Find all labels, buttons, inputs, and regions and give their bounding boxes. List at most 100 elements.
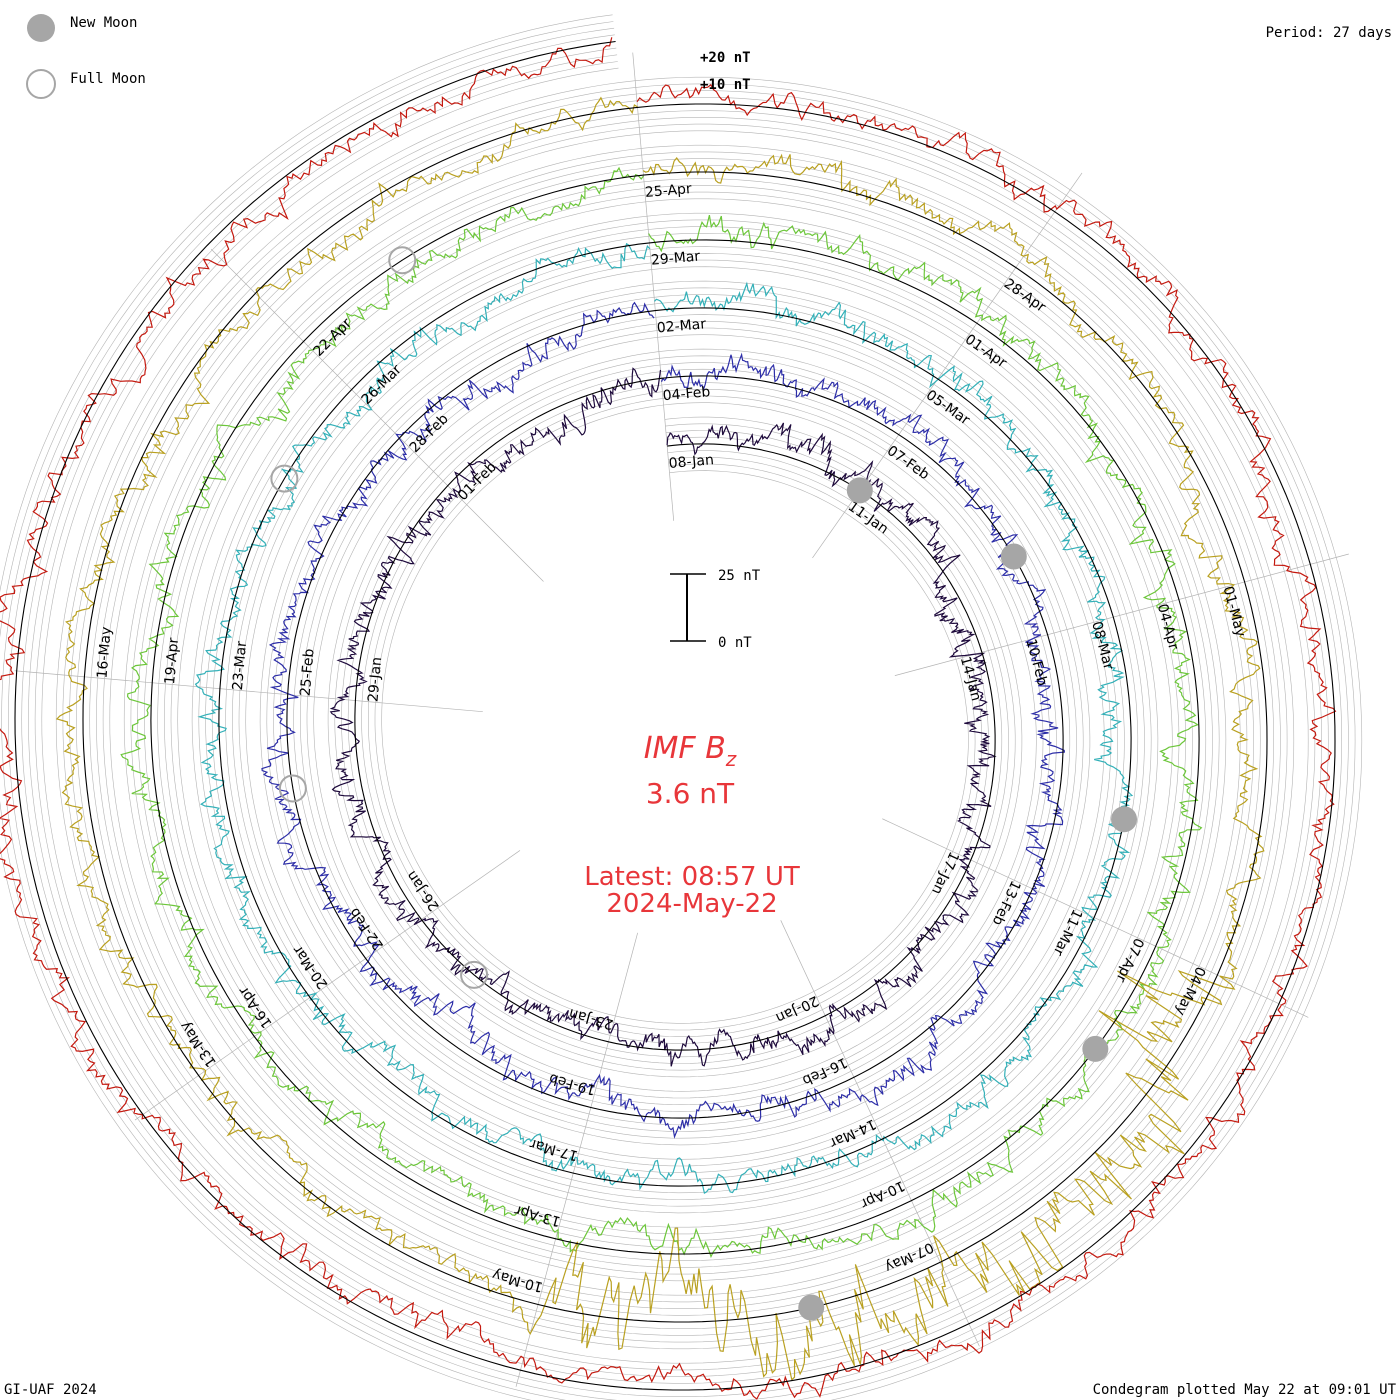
date-label: 25-Feb bbox=[298, 648, 318, 697]
date-label-text: 16-May bbox=[94, 626, 114, 679]
bz-trace-rot2 bbox=[261, 301, 1066, 1139]
scale-tick-20nt: +20 nT bbox=[700, 50, 751, 66]
date-label: 07-Apr bbox=[1112, 935, 1146, 984]
date-spoke bbox=[780, 920, 980, 1347]
new-moon-legend-icon bbox=[27, 14, 55, 42]
date-label-text: 29-Mar bbox=[650, 248, 701, 268]
date-spokes bbox=[14, 52, 1349, 1387]
bz-trace-rot6 bbox=[0, 37, 1337, 1400]
date-label: 16-May bbox=[94, 626, 114, 679]
date-label-text: 02-Mar bbox=[656, 316, 707, 336]
date-label-text: 29-Jan bbox=[365, 656, 385, 702]
latest-date: 2024-May-22 bbox=[606, 889, 777, 919]
date-label: 19-Apr bbox=[162, 637, 182, 685]
date-label: 04-Apr bbox=[1154, 602, 1182, 652]
full-moon-legend-label: Full Moon bbox=[70, 71, 146, 87]
full-moon-marker bbox=[460, 960, 489, 989]
date-label: 02-Mar bbox=[656, 316, 707, 336]
scale-bar: 25 nT 0 nT bbox=[670, 568, 761, 651]
latest-time: Latest: 08:57 UT bbox=[584, 862, 800, 892]
bz-trace-rot5 bbox=[55, 96, 1265, 1381]
date-label-text: 13-May bbox=[177, 1018, 220, 1070]
chart-title-subscript: z bbox=[725, 747, 737, 771]
date-label: 13-Apr bbox=[513, 1202, 563, 1230]
date-label-text: 04-Feb bbox=[662, 384, 711, 404]
date-spoke bbox=[134, 850, 521, 1121]
date-label: 13-Feb bbox=[989, 878, 1024, 928]
date-label-text: 17-Mar bbox=[528, 1135, 580, 1163]
date-label: 10-Feb bbox=[1022, 637, 1050, 687]
grid-spiral-m3 bbox=[34, 61, 1316, 1371]
grid-spiral-p1 bbox=[7, 34, 1343, 1397]
date-label: 13-May bbox=[177, 1018, 220, 1070]
date-label-text: 10-May bbox=[491, 1266, 545, 1295]
date-label-text: 13-Feb bbox=[989, 878, 1024, 928]
full-moon-marker bbox=[270, 464, 299, 493]
date-label-text: 25-Feb bbox=[298, 648, 318, 697]
bz-series-layer bbox=[0, 37, 1337, 1400]
full-moon-marker bbox=[388, 246, 417, 275]
date-label-text: 05-Mar bbox=[923, 387, 973, 429]
date-spoke bbox=[515, 932, 638, 1387]
new-moon-marker bbox=[1000, 543, 1027, 570]
date-label: 25-Apr bbox=[644, 181, 692, 201]
date-label-text: 01-May bbox=[1220, 585, 1249, 639]
moon-phase-layer bbox=[270, 246, 1138, 1321]
new-moon-marker bbox=[1082, 1035, 1109, 1062]
new-moon-marker bbox=[846, 477, 873, 504]
full-moon-legend-icon bbox=[26, 69, 56, 99]
date-label: 20-Mar bbox=[290, 942, 332, 992]
footer-plot-time: Condegram plotted May 22 at 09:01 UT bbox=[1093, 1382, 1397, 1398]
full-moon-marker bbox=[278, 774, 307, 803]
date-label: 29-Mar bbox=[650, 248, 701, 268]
date-label-text: 08-Jan bbox=[668, 452, 714, 472]
date-label: 08-Mar bbox=[1088, 620, 1116, 672]
date-label-text: 08-Mar bbox=[1088, 620, 1116, 672]
scale-tick-10nt: +10 nT bbox=[700, 77, 751, 93]
date-label: 29-Jan bbox=[365, 656, 385, 702]
bz-trace-rot1 bbox=[329, 367, 997, 1067]
date-label-text: 10-Feb bbox=[1022, 637, 1050, 687]
date-spoke bbox=[882, 818, 1309, 1018]
date-label: 05-Mar bbox=[923, 387, 973, 429]
bz-trace-rot3 bbox=[194, 242, 1134, 1195]
date-label: 23-Mar bbox=[230, 640, 250, 691]
zero-baselines bbox=[14, 40, 1336, 1391]
new-moon-marker bbox=[798, 1294, 825, 1321]
date-label-text: 25-Apr bbox=[644, 181, 692, 201]
scale-bar-top-label: 25 nT bbox=[718, 568, 761, 584]
date-label-text: 07-Apr bbox=[1112, 935, 1146, 984]
date-spoke bbox=[14, 670, 483, 713]
date-label-text: 19-Apr bbox=[162, 637, 182, 685]
grid-spiral-p3 bbox=[0, 21, 1356, 1400]
date-label: 01-May bbox=[1220, 585, 1249, 639]
date-label: 17-Mar bbox=[528, 1135, 580, 1163]
date-spoke bbox=[632, 52, 675, 521]
date-label: 08-Jan bbox=[668, 452, 714, 472]
date-label-text: 20-Mar bbox=[290, 942, 332, 992]
date-label-text: 23-Mar bbox=[230, 640, 250, 691]
date-label-text: 01-Feb bbox=[455, 459, 500, 504]
new-moon-legend-label: New Moon bbox=[70, 15, 137, 31]
grid-spiral-m4 bbox=[41, 67, 1309, 1364]
zero-nt-baseline bbox=[14, 40, 1336, 1391]
grid-layer bbox=[0, 14, 1363, 1400]
date-spoke bbox=[210, 248, 544, 582]
date-label: 04-Feb bbox=[662, 384, 711, 404]
footer-credit: GI-UAF 2024 bbox=[4, 1382, 97, 1398]
bz-trace-rot4 bbox=[120, 166, 1203, 1259]
grid-spiral-p2 bbox=[1, 27, 1349, 1400]
new-moon-marker bbox=[1111, 806, 1138, 833]
scale-bar-bottom-label: 0 nT bbox=[718, 635, 752, 651]
grid-spiral-m1 bbox=[21, 47, 1329, 1384]
period-label: Period: 27 days bbox=[1266, 25, 1392, 41]
date-spoke bbox=[894, 553, 1349, 676]
chart-title-main: IMF B bbox=[644, 731, 726, 766]
date-label-text: 13-Apr bbox=[513, 1202, 563, 1230]
date-label-text: 04-Apr bbox=[1154, 602, 1182, 652]
date-label: 01-Feb bbox=[455, 459, 500, 504]
date-label: 10-May bbox=[491, 1266, 545, 1295]
chart-title: IMF Bz bbox=[644, 731, 737, 771]
grid-spiral-p4 bbox=[0, 14, 1363, 1400]
